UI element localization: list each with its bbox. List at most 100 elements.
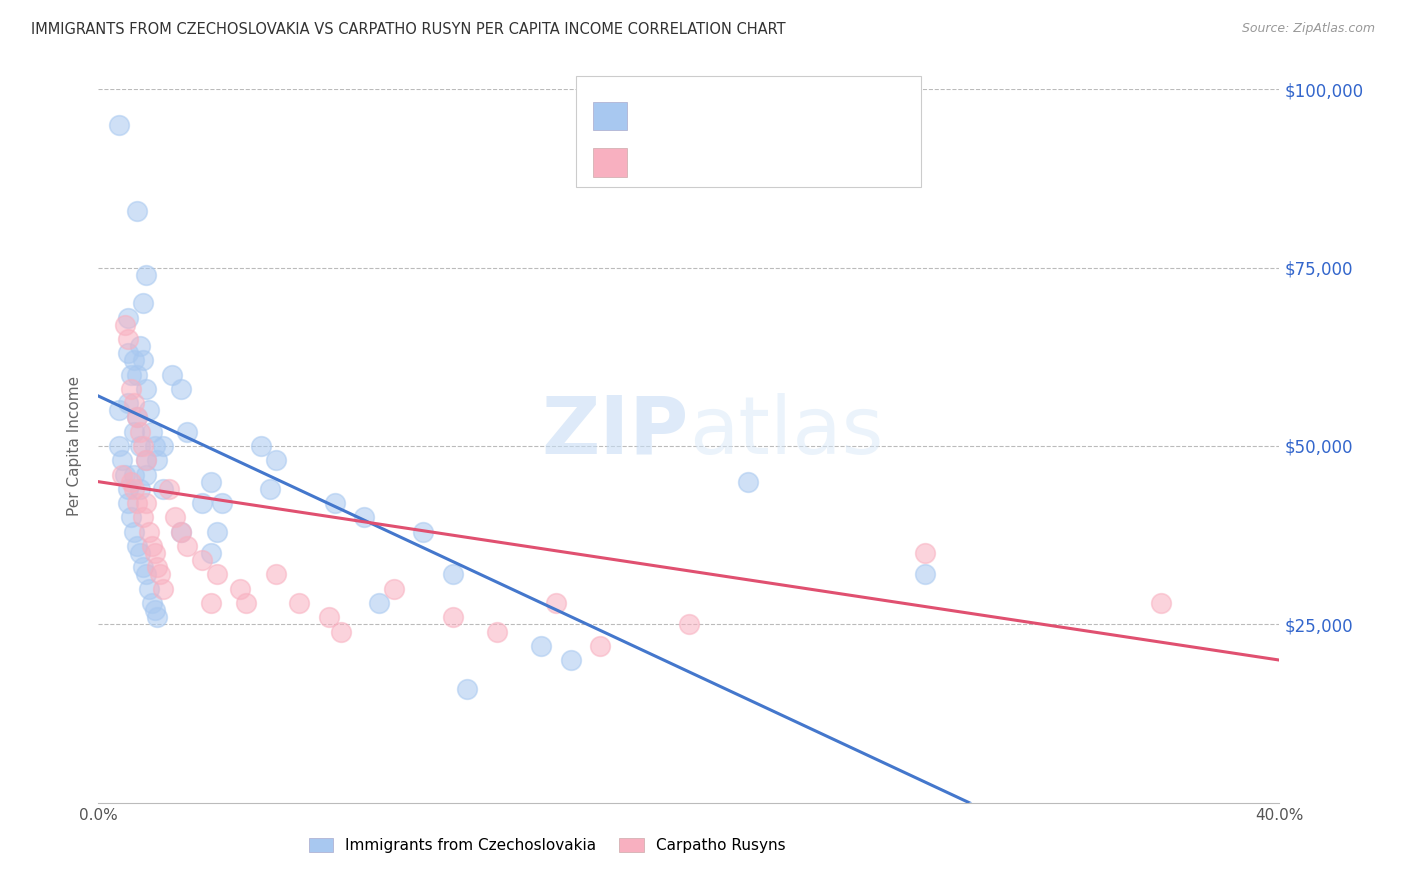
Text: -0.286: -0.286 (679, 144, 728, 159)
Point (125, 368, 148, 382)
Point (138, 403, 160, 417)
Point (125, 410, 148, 425)
Point (1150, 596, 1173, 610)
Point (108, 439, 131, 453)
Point (125, 496, 148, 510)
Point (914, 567, 936, 582)
Y-axis label: Per Capita Income: Per Capita Income (67, 376, 83, 516)
Point (135, 453, 157, 467)
Point (128, 439, 150, 453)
Point (530, 639, 553, 653)
Point (141, 539, 163, 553)
Point (157, 482, 180, 496)
Point (122, 524, 145, 539)
Point (138, 582, 160, 596)
Point (122, 396, 145, 410)
Point (146, 453, 169, 467)
Point (135, 496, 157, 510)
Point (560, 653, 582, 667)
Point (135, 268, 157, 282)
Point (200, 596, 222, 610)
Point (382, 582, 405, 596)
Point (125, 539, 148, 553)
Point (122, 467, 145, 482)
Point (120, 368, 142, 382)
Point (141, 596, 163, 610)
Point (146, 560, 169, 574)
Point (176, 425, 198, 439)
Point (149, 567, 172, 582)
Point (132, 510, 155, 524)
Text: R =: R = (637, 109, 671, 124)
Point (114, 318, 136, 332)
Point (117, 346, 139, 360)
Point (125, 203, 148, 218)
Text: N =: N = (763, 109, 807, 124)
Point (135, 453, 157, 467)
Point (128, 339, 150, 353)
Point (441, 610, 464, 624)
Text: -0.420: -0.420 (679, 109, 728, 124)
Text: N =: N = (763, 144, 807, 159)
Legend: Immigrants from Czechoslovakia, Carpatho Rusyns: Immigrants from Czechoslovakia, Carpatho… (302, 832, 792, 859)
Point (132, 296, 155, 310)
Point (165, 510, 187, 524)
Point (132, 439, 155, 453)
Point (120, 475, 142, 489)
Text: R =: R = (637, 144, 671, 159)
Point (191, 496, 214, 510)
Point (114, 467, 136, 482)
Point (120, 382, 142, 396)
Point (117, 482, 139, 496)
Point (229, 582, 252, 596)
Point (117, 396, 139, 410)
Point (191, 553, 214, 567)
Point (353, 510, 375, 524)
Point (318, 610, 340, 624)
Point (205, 567, 228, 582)
Point (117, 496, 139, 510)
Point (323, 496, 346, 510)
Text: atlas: atlas (689, 392, 883, 471)
Point (135, 382, 157, 396)
Point (138, 524, 160, 539)
Point (125, 410, 148, 425)
Point (143, 439, 166, 453)
Point (162, 368, 183, 382)
Point (457, 681, 479, 696)
Point (200, 546, 222, 560)
Point (678, 617, 700, 632)
Point (170, 382, 193, 396)
Point (176, 539, 198, 553)
Point (235, 596, 257, 610)
Point (211, 496, 233, 510)
Point (441, 567, 464, 582)
Point (205, 524, 228, 539)
Point (111, 467, 134, 482)
Point (108, 403, 131, 417)
Point (132, 353, 155, 368)
Point (914, 546, 936, 560)
Point (108, 118, 131, 132)
Point (143, 546, 166, 560)
Point (120, 510, 142, 524)
Point (288, 596, 311, 610)
Point (264, 567, 287, 582)
Point (122, 482, 145, 496)
Point (141, 425, 163, 439)
Point (111, 453, 134, 467)
Point (546, 596, 568, 610)
Point (264, 453, 287, 467)
Point (250, 439, 273, 453)
Point (122, 353, 145, 368)
Point (486, 624, 509, 639)
Point (152, 582, 174, 596)
Point (135, 567, 157, 582)
Point (152, 482, 174, 496)
Point (143, 603, 166, 617)
Point (737, 475, 759, 489)
Point (128, 546, 150, 560)
Point (146, 610, 169, 624)
Text: ZIP: ZIP (541, 392, 689, 471)
Point (117, 310, 139, 325)
